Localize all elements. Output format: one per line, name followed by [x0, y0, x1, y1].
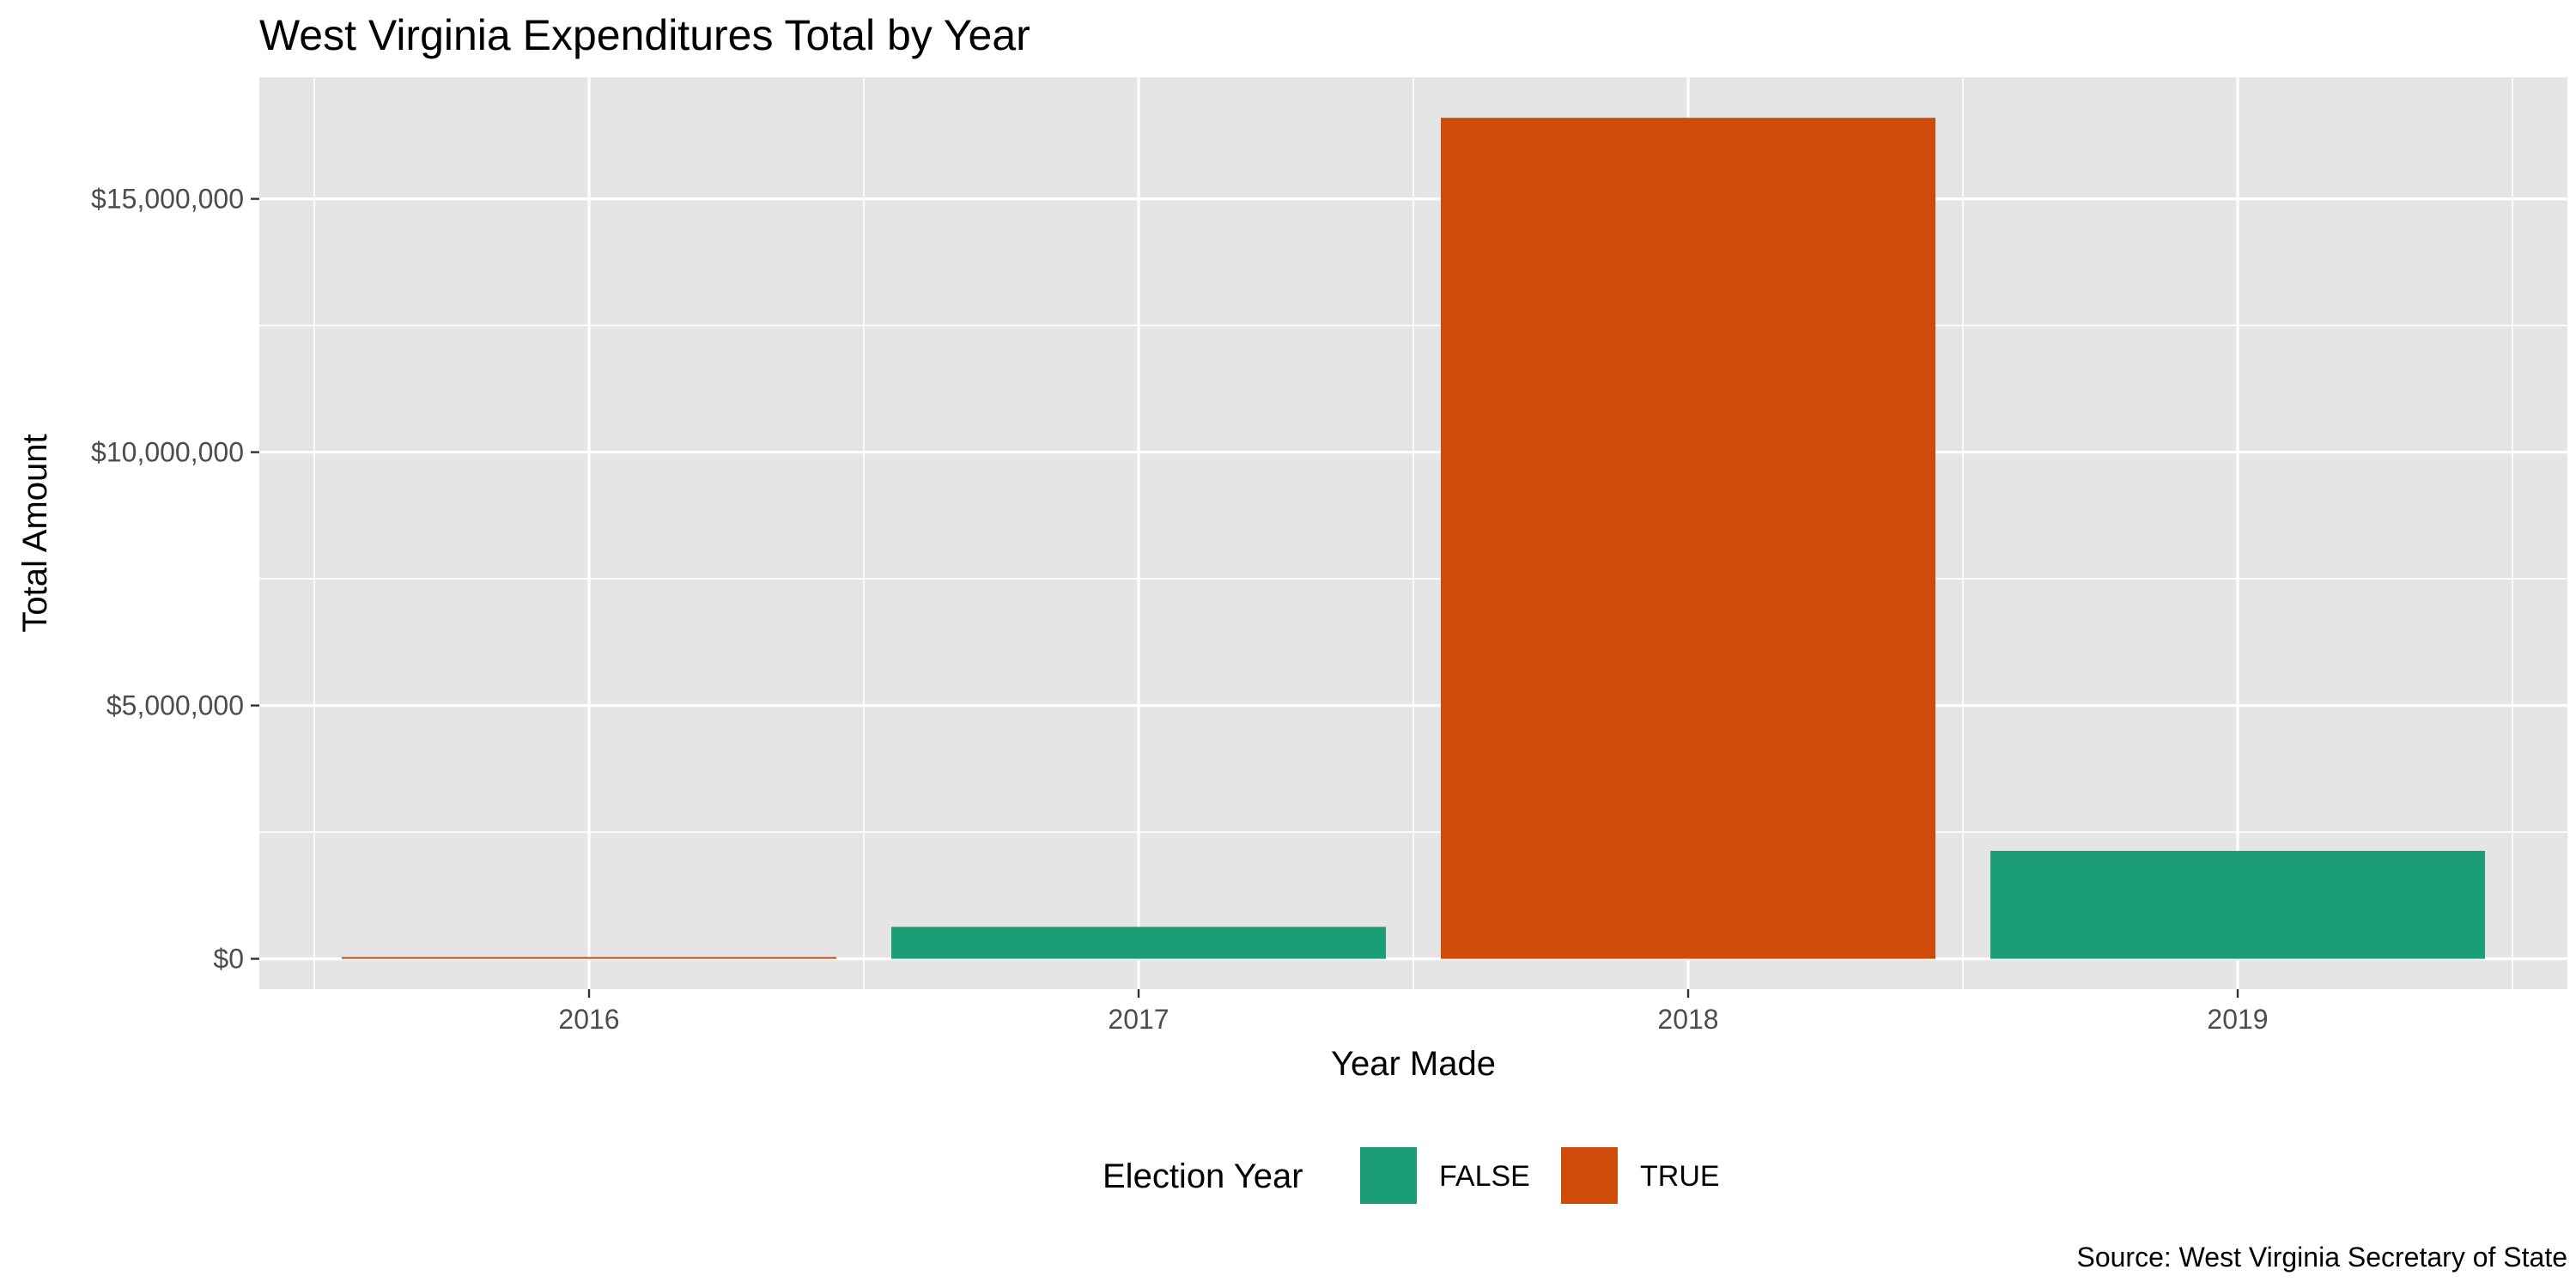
legend: Election Year FALSE TRUE: [1103, 1147, 1720, 1204]
bar-2019: [1990, 850, 2485, 959]
bar-2018: [1441, 118, 1935, 959]
legend-key-false: [1360, 1147, 1417, 1204]
chart-title: West Virginia Expenditures Total by Year: [259, 11, 1030, 59]
legend-title: Election Year: [1103, 1157, 1303, 1195]
bar-2017: [891, 927, 1386, 959]
bars: [342, 118, 2485, 959]
x-tick-label: 2016: [558, 1004, 619, 1035]
gridlines-minor: [259, 77, 2567, 989]
y-axis: $0 $5,000,000 $10,000,000 $15,000,000: [91, 184, 259, 975]
legend-label-true: TRUE: [1640, 1160, 1720, 1193]
bar-2016: [342, 957, 836, 959]
legend-label-false: FALSE: [1439, 1160, 1530, 1193]
y-tick-label: $10,000,000: [91, 437, 244, 468]
legend-key-true: [1561, 1147, 1618, 1204]
x-tick-label: 2018: [1657, 1004, 1718, 1035]
x-tick-label: 2017: [1108, 1004, 1169, 1035]
source-caption: Source: West Virginia Secretary of State: [2076, 1242, 2567, 1273]
y-tick-label: $15,000,000: [91, 184, 244, 215]
y-axis-title: Total Amount: [16, 434, 54, 632]
x-axis: 2016 2017 2018 2019: [558, 989, 2269, 1035]
x-axis-title: Year Made: [1331, 1045, 1496, 1083]
y-tick-label: $0: [213, 944, 244, 975]
y-tick-label: $5,000,000: [106, 690, 244, 721]
x-tick-label: 2019: [2207, 1004, 2268, 1035]
